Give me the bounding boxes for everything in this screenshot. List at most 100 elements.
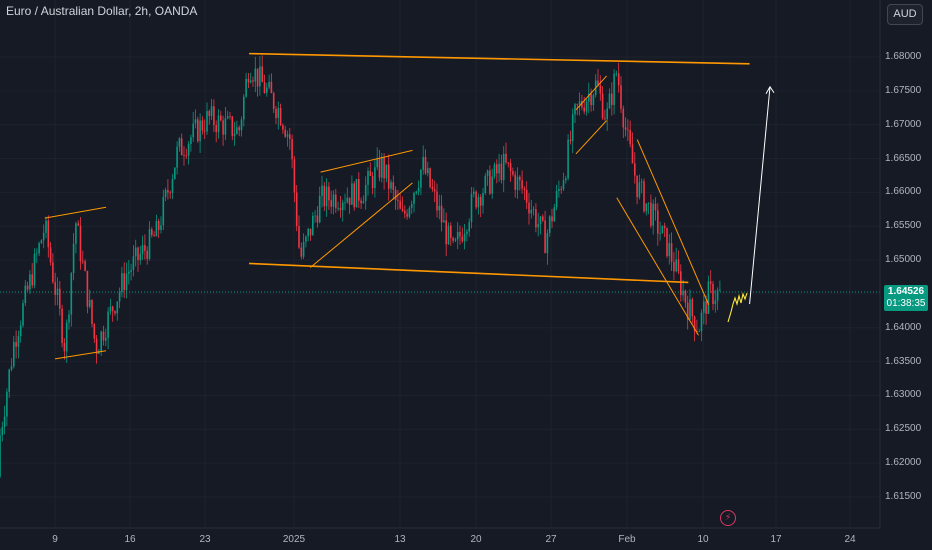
candle-body bbox=[376, 158, 378, 168]
candle-body bbox=[473, 191, 475, 194]
candle-body bbox=[68, 314, 70, 323]
candle-body bbox=[160, 225, 162, 230]
candle-body bbox=[436, 191, 438, 211]
candle-body bbox=[450, 225, 452, 238]
flag-1-lower[interactable] bbox=[54, 350, 107, 360]
candle-body bbox=[424, 157, 427, 174]
candle-body bbox=[203, 130, 206, 132]
candle-body bbox=[551, 216, 553, 222]
candle-body bbox=[433, 189, 436, 192]
price-tick-label: 1.64000 bbox=[885, 321, 922, 333]
price-tick-label: 1.65000 bbox=[885, 254, 922, 266]
price-tick-label: 1.65500 bbox=[885, 220, 922, 232]
candle-body bbox=[636, 175, 638, 198]
flash-icon[interactable]: ⚡ bbox=[720, 510, 736, 526]
candle-body bbox=[148, 229, 151, 259]
candle-body bbox=[581, 101, 583, 108]
candle-body bbox=[312, 215, 314, 236]
candle-body bbox=[663, 225, 666, 228]
candle-body bbox=[459, 231, 461, 237]
candle-body bbox=[128, 271, 130, 274]
candle-body bbox=[169, 192, 171, 194]
candle-body bbox=[176, 146, 178, 168]
candle-body bbox=[233, 133, 236, 136]
candle-body bbox=[479, 196, 482, 206]
chart-title: Euro / Australian Dollar, 2h, OANDA bbox=[6, 4, 198, 18]
wedge-jan-lower[interactable] bbox=[310, 182, 413, 268]
candle-body bbox=[72, 243, 75, 274]
candle-body bbox=[634, 163, 636, 176]
candle-body bbox=[190, 137, 192, 144]
projection-arrow[interactable] bbox=[749, 86, 771, 305]
candle-body bbox=[279, 108, 282, 126]
candle-body bbox=[491, 176, 493, 194]
last-price-badge: 1.64526 01:38:35 bbox=[884, 285, 928, 311]
candle-body bbox=[452, 237, 454, 241]
candle-body bbox=[282, 125, 284, 130]
candle-body bbox=[266, 87, 268, 94]
wedge-feb-upper[interactable] bbox=[575, 75, 607, 111]
candle-body bbox=[341, 202, 344, 210]
candle-body bbox=[523, 188, 526, 190]
candle-body bbox=[88, 299, 91, 307]
candle-body bbox=[164, 189, 167, 197]
range-top-line[interactable] bbox=[249, 52, 750, 65]
candle-body bbox=[397, 199, 399, 201]
candle-body bbox=[180, 138, 183, 156]
channel-upper[interactable] bbox=[636, 139, 710, 305]
candle-body bbox=[116, 301, 119, 314]
candle-body bbox=[689, 299, 691, 320]
candle-body bbox=[29, 274, 31, 290]
candle-body bbox=[0, 435, 1, 477]
flag-1-upper[interactable] bbox=[44, 206, 107, 219]
candle-body bbox=[298, 225, 300, 248]
candle-body bbox=[118, 292, 121, 302]
candle-body bbox=[309, 228, 312, 236]
candle-body bbox=[19, 325, 22, 337]
candle-body bbox=[680, 271, 682, 296]
candle-body bbox=[562, 180, 565, 190]
channel-lower[interactable] bbox=[616, 197, 699, 336]
candle-body bbox=[249, 80, 252, 83]
candle-body bbox=[374, 167, 376, 189]
candle-body bbox=[613, 73, 615, 105]
candle-body bbox=[197, 119, 199, 142]
candle-body bbox=[629, 130, 631, 145]
candle-body bbox=[447, 225, 450, 245]
candle-body bbox=[700, 312, 703, 332]
candle-body bbox=[608, 93, 611, 109]
candle-body bbox=[259, 66, 261, 87]
candle-body bbox=[703, 301, 705, 313]
candle-body bbox=[61, 308, 63, 344]
candle-body bbox=[125, 273, 128, 291]
candle-body bbox=[323, 185, 326, 207]
wedge-feb-lower[interactable] bbox=[575, 120, 607, 155]
candle-body bbox=[668, 243, 671, 257]
candle-body bbox=[385, 164, 388, 179]
candle-body bbox=[238, 127, 240, 131]
candle-body bbox=[130, 269, 132, 272]
candle-body bbox=[528, 202, 530, 214]
candle-body bbox=[682, 290, 684, 296]
candle-body bbox=[328, 186, 330, 201]
candle-body bbox=[640, 181, 643, 183]
candle-body bbox=[84, 261, 86, 271]
drawing-annotations[interactable] bbox=[44, 52, 775, 360]
candle-body bbox=[79, 225, 82, 262]
currency-button[interactable]: AUD bbox=[887, 4, 923, 25]
candle-body bbox=[601, 93, 604, 119]
candle-body bbox=[314, 215, 316, 217]
time-tick-label: 23 bbox=[199, 534, 211, 545]
candle-body bbox=[650, 202, 652, 226]
candle-body bbox=[394, 189, 397, 200]
price-tick-label: 1.68000 bbox=[885, 51, 922, 62]
candle-body bbox=[337, 207, 339, 209]
wedge-jan-upper[interactable] bbox=[320, 149, 413, 173]
candle-body bbox=[387, 164, 390, 189]
range-bottom-line[interactable] bbox=[249, 262, 689, 284]
candle-body bbox=[220, 115, 222, 121]
candle-body bbox=[305, 236, 307, 242]
yellow-sketch-path[interactable] bbox=[727, 292, 748, 323]
candle-body bbox=[201, 120, 204, 131]
